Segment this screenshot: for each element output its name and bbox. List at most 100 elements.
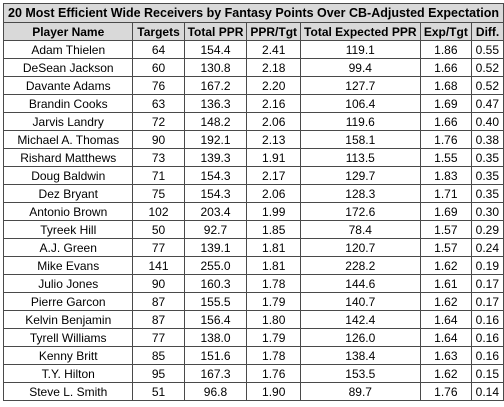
total-ppr-cell: 151.6 xyxy=(183,346,248,365)
total-ppr-cell: 155.5 xyxy=(183,292,248,311)
ppr-per-target-cell: 2.41 xyxy=(246,40,302,59)
total-ppr-cell: 192.1 xyxy=(183,130,248,149)
total-ppr-cell: 154.4 xyxy=(183,40,248,59)
targets-cell: 64 xyxy=(132,40,185,59)
diff-cell: 0.35 xyxy=(471,148,504,167)
column-header: Player Name xyxy=(2,22,134,41)
diff-cell: 0.52 xyxy=(471,58,504,77)
table-row: A.J. Green 77 139.1 1.81 120.7 1.57 0.24 xyxy=(2,238,504,257)
total-ppr-cell: 203.4 xyxy=(183,202,248,221)
targets-cell: 71 xyxy=(132,166,185,185)
total-expected-ppr-cell: 144.6 xyxy=(300,274,421,293)
table-row: Dez Bryant 75 154.3 2.06 128.3 1.71 0.35 xyxy=(2,184,504,203)
player-name-cell: Brandin Cooks xyxy=(2,94,134,113)
column-header: Targets xyxy=(132,22,185,41)
exp-per-target-cell: 1.57 xyxy=(419,220,473,239)
player-name-cell: Adam Thielen xyxy=(2,40,134,59)
diff-cell: 0.35 xyxy=(471,166,504,185)
total-expected-ppr-cell: 138.4 xyxy=(300,346,421,365)
column-header: Diff. xyxy=(471,22,504,41)
player-name-cell: Kelvin Benjamin xyxy=(2,310,134,329)
total-expected-ppr-cell: 129.7 xyxy=(300,166,421,185)
ppr-per-target-cell: 1.76 xyxy=(246,364,302,383)
player-name-cell: Antonio Brown xyxy=(2,202,134,221)
exp-per-target-cell: 1.76 xyxy=(419,382,473,401)
targets-cell: 141 xyxy=(132,256,185,275)
diff-cell: 0.14 xyxy=(471,382,504,401)
total-expected-ppr-cell: 140.7 xyxy=(300,292,421,311)
targets-cell: 77 xyxy=(132,238,185,257)
total-expected-ppr-cell: 228.2 xyxy=(300,256,421,275)
diff-cell: 0.55 xyxy=(471,40,504,59)
exp-per-target-cell: 1.61 xyxy=(419,274,473,293)
diff-cell: 0.16 xyxy=(471,310,504,329)
title-row: 20 Most Efficient Wide Receivers by Fant… xyxy=(3,3,504,23)
ppr-per-target-cell: 1.78 xyxy=(246,346,302,365)
exp-per-target-cell: 1.64 xyxy=(419,328,473,347)
column-header: Exp/Tgt xyxy=(419,22,473,41)
table-row: Doug Baldwin 71 154.3 2.17 129.7 1.83 0.35 xyxy=(2,166,504,185)
total-ppr-cell: 148.2 xyxy=(183,112,248,131)
targets-cell: 73 xyxy=(132,148,185,167)
player-name-cell: Steve L. Smith xyxy=(2,382,134,401)
diff-cell: 0.30 xyxy=(471,202,504,221)
receivers-table: 20 Most Efficient Wide Receivers by Fant… xyxy=(2,3,504,401)
total-ppr-cell: 167.2 xyxy=(183,76,248,95)
table-row: Steve L. Smith 51 96.8 1.90 89.7 1.76 0.14 xyxy=(2,382,504,401)
ppr-per-target-cell: 1.90 xyxy=(246,382,302,401)
table-row: Tyrell Williams 77 138.0 1.79 126.0 1.64 0.16 xyxy=(2,328,504,347)
targets-cell: 75 xyxy=(132,184,185,203)
total-ppr-cell: 136.3 xyxy=(183,94,248,113)
targets-cell: 90 xyxy=(132,130,185,149)
table-row: Kelvin Benjamin 87 156.4 1.80 142.4 1.64 0.16 xyxy=(2,310,504,329)
ppr-per-target-cell: 2.20 xyxy=(246,76,302,95)
total-ppr-cell: 138.0 xyxy=(183,328,248,347)
ppr-per-target-cell: 2.16 xyxy=(246,94,302,113)
total-ppr-cell: 96.8 xyxy=(183,382,248,401)
total-expected-ppr-cell: 128.3 xyxy=(300,184,421,203)
total-ppr-cell: 154.3 xyxy=(183,166,248,185)
table-row: Julio Jones 90 160.3 1.78 144.6 1.61 0.17 xyxy=(2,274,504,293)
ppr-per-target-cell: 1.99 xyxy=(246,202,302,221)
exp-per-target-cell: 1.62 xyxy=(419,364,473,383)
total-ppr-cell: 167.3 xyxy=(183,364,248,383)
total-expected-ppr-cell: 99.4 xyxy=(300,58,421,77)
exp-per-target-cell: 1.55 xyxy=(419,148,473,167)
player-name-cell: Mike Evans xyxy=(2,256,134,275)
table-row: Davante Adams 76 167.2 2.20 127.7 1.68 0.52 xyxy=(2,76,504,95)
table-title: 20 Most Efficient Wide Receivers by Fant… xyxy=(3,3,504,23)
total-expected-ppr-cell: 106.4 xyxy=(300,94,421,113)
column-header: Total PPR xyxy=(183,22,248,41)
player-name-cell: DeSean Jackson xyxy=(2,58,134,77)
diff-cell: 0.29 xyxy=(471,220,504,239)
exp-per-target-cell: 1.63 xyxy=(419,346,473,365)
targets-cell: 95 xyxy=(132,364,185,383)
header-row: Player Name Targets Total PPR PPR/Tgt To… xyxy=(2,22,504,41)
table-row: Antonio Brown 102 203.4 1.99 172.6 1.69 0.30 xyxy=(2,202,504,221)
player-name-cell: Tyreek Hill xyxy=(2,220,134,239)
total-expected-ppr-cell: 172.6 xyxy=(300,202,421,221)
player-name-cell: Michael A. Thomas xyxy=(2,130,134,149)
total-expected-ppr-cell: 120.7 xyxy=(300,238,421,257)
total-ppr-cell: 92.7 xyxy=(183,220,248,239)
total-expected-ppr-cell: 127.7 xyxy=(300,76,421,95)
total-expected-ppr-cell: 78.4 xyxy=(300,220,421,239)
targets-cell: 87 xyxy=(132,310,185,329)
total-expected-ppr-cell: 89.7 xyxy=(300,382,421,401)
table-row: Michael A. Thomas 90 192.1 2.13 158.1 1.76 0.3… xyxy=(2,130,504,149)
total-expected-ppr-cell: 153.5 xyxy=(300,364,421,383)
player-name-cell: Kenny Britt xyxy=(2,346,134,365)
ppr-per-target-cell: 1.91 xyxy=(246,148,302,167)
targets-cell: 76 xyxy=(132,76,185,95)
total-ppr-cell: 154.3 xyxy=(183,184,248,203)
exp-per-target-cell: 1.83 xyxy=(419,166,473,185)
targets-cell: 90 xyxy=(132,274,185,293)
total-expected-ppr-cell: 158.1 xyxy=(300,130,421,149)
table-row: Tyreek Hill 50 92.7 1.85 78.4 1.57 0.29 xyxy=(2,220,504,239)
ppr-per-target-cell: 1.78 xyxy=(246,274,302,293)
player-name-cell: Davante Adams xyxy=(2,76,134,95)
total-ppr-cell: 130.8 xyxy=(183,58,248,77)
ppr-per-target-cell: 1.80 xyxy=(246,310,302,329)
player-name-cell: Pierre Garcon xyxy=(2,292,134,311)
exp-per-target-cell: 1.68 xyxy=(419,76,473,95)
